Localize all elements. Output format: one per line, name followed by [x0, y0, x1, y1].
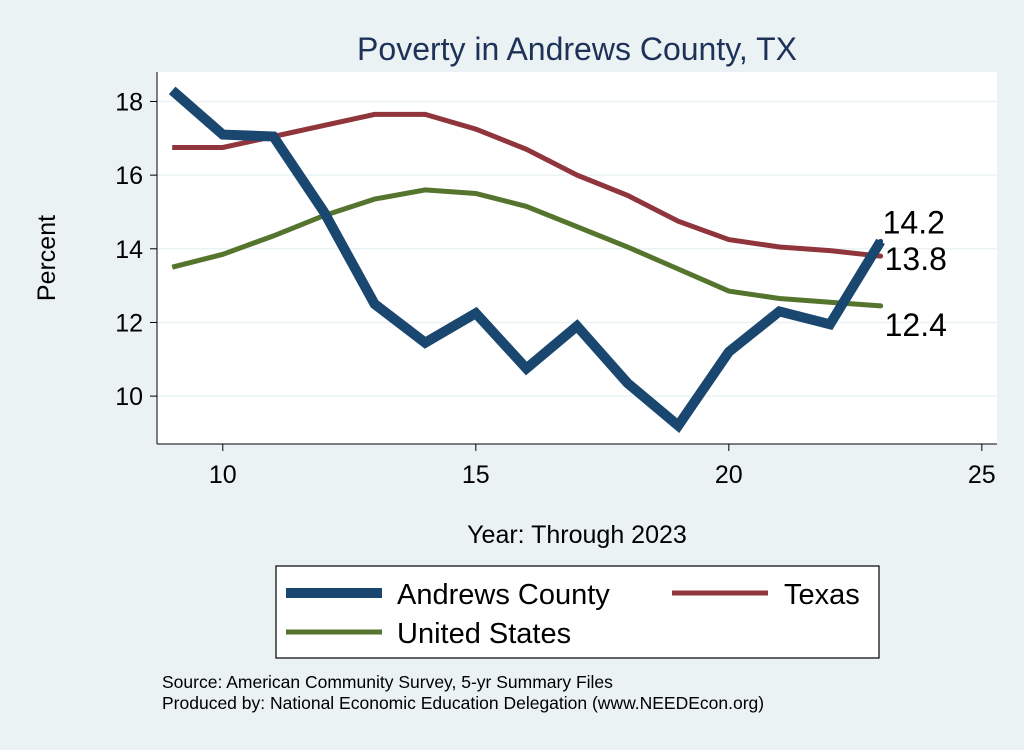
y-tick-label-10: 10	[115, 383, 143, 411]
end-label-texas: 13.8	[885, 241, 947, 277]
y-tick-label-16: 16	[115, 162, 143, 190]
end-point-texas	[878, 253, 884, 259]
end-point-united-states	[878, 303, 884, 309]
x-tick-label-25: 25	[968, 461, 996, 489]
y-axis-title: Percent	[33, 215, 61, 301]
legend-box	[275, 565, 880, 659]
legend-label-texas: Texas	[784, 579, 860, 611]
end-point-andrews-county	[878, 238, 884, 244]
y-tick-label-18: 18	[115, 88, 143, 116]
y-tick-label-12: 12	[115, 309, 143, 337]
axis-ticks: 10 12 14 16 18 10 15 20 25	[115, 88, 996, 489]
x-tick-label-15: 15	[462, 461, 490, 489]
legend-label-united-states: United States	[397, 618, 571, 650]
legend: Andrews County Texas United States	[275, 565, 880, 659]
x-tick-label-20: 20	[715, 461, 743, 489]
series-line-texas	[172, 111, 881, 259]
series-lines	[168, 86, 885, 433]
legend-label-andrews-county: Andrews County	[397, 579, 610, 611]
plot-area	[157, 72, 997, 444]
x-tick-label-10: 10	[209, 461, 237, 489]
source-note: Source: American Community Survey, 5-yr …	[162, 672, 613, 692]
end-label-andrews-county: 14.2	[883, 204, 945, 240]
end-labels: 14.213.8 12.4	[883, 204, 947, 342]
chart-title: Poverty in Andrews County, TX	[357, 31, 797, 67]
x-axis-title: Year: Through 2023	[467, 521, 687, 549]
producer-note: Produced by: National Economic Education…	[162, 693, 764, 713]
end-label-united-states: 12.4	[885, 307, 947, 343]
series-line-united-states	[171, 187, 881, 309]
series-line-andrews-county	[168, 86, 885, 433]
y-tick-label-14: 14	[115, 236, 143, 264]
